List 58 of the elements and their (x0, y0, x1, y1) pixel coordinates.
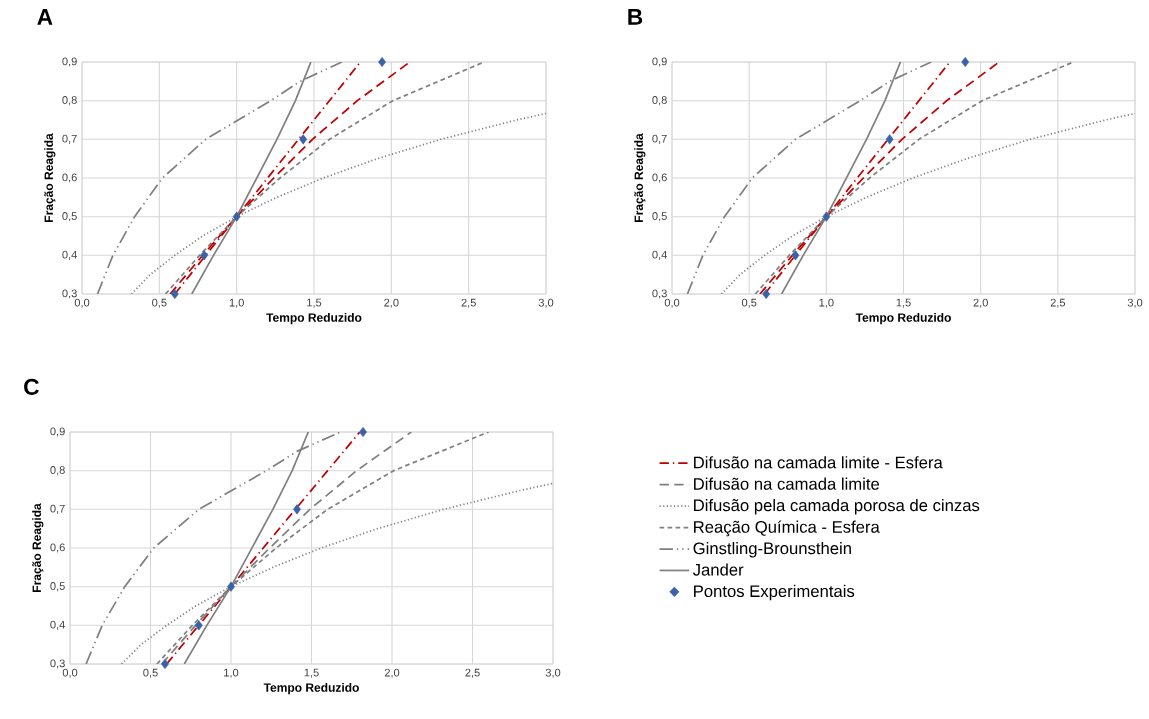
legend-label: Ginstling-Brounsthein (693, 541, 851, 558)
x-tick-label: 2,0 (384, 298, 399, 308)
x-tick-label: 1,0 (229, 298, 244, 308)
x-tick-label: 0,5 (741, 298, 757, 308)
x-tick-label: 2,5 (465, 668, 480, 678)
x-tick-label: 0,0 (664, 298, 680, 308)
y-tick-label: 0,4 (50, 620, 65, 630)
y-tick-label: 0,9 (652, 57, 667, 67)
y-tick-label: 0,7 (50, 504, 65, 514)
legend-label: Difusão pela camada porosa de cinzas (694, 498, 980, 515)
x-tick-label: 1,5 (896, 298, 911, 308)
chart-title: C (24, 378, 39, 395)
y-axis-title: Fração Reagida (32, 503, 44, 592)
x-tick-label: 0,5 (152, 298, 167, 308)
y-tick-label: 0,6 (652, 173, 667, 183)
y-tick-label: 0,8 (50, 466, 65, 476)
legend-label: Difusão na camada limite - Esfera (694, 456, 943, 469)
y-tick-label: 0,9 (50, 427, 65, 437)
y-tick-label: 0,3 (50, 659, 65, 669)
x-tick-label: 3,0 (545, 668, 561, 678)
y-tick-label: 0,5 (62, 212, 77, 222)
x-tick-label: 2,0 (384, 668, 400, 678)
y-tick-label: 0,3 (62, 289, 77, 299)
x-tick-label: 0,5 (143, 668, 158, 678)
x-axis-title: Tempo Reduzido (263, 683, 359, 695)
y-tick-label: 0,9 (62, 57, 77, 67)
y-tick-label: 0,6 (50, 543, 65, 553)
x-tick-label: 3,0 (1127, 298, 1143, 308)
x-tick-label: 3,0 (538, 298, 554, 308)
x-tick-label: 0,0 (74, 298, 90, 308)
y-tick-label: 0,7 (652, 134, 667, 144)
legend-label: Pontos Experimentais (694, 584, 855, 601)
x-axis-title: Tempo Reduzido (855, 313, 951, 325)
x-tick-label: 2,0 (973, 298, 988, 308)
legend-label: Jander (692, 563, 744, 576)
y-tick-label: 0,8 (62, 96, 77, 106)
y-tick-label: 0,4 (62, 250, 77, 260)
x-axis-title: Tempo Reduzido (266, 313, 362, 325)
y-tick-label: 0,6 (62, 173, 77, 183)
y-axis-title: Fração Reagida (44, 133, 56, 222)
x-tick-label: 2,5 (461, 298, 476, 308)
chart-title: B (628, 9, 643, 25)
x-tick-label: 1,5 (307, 298, 322, 308)
y-tick-label: 0,4 (652, 250, 667, 260)
y-tick-label: 0,5 (652, 212, 667, 222)
chart-title: A (37, 9, 53, 25)
y-tick-label: 0,7 (62, 134, 77, 144)
legend-label: Reação Química - Esfera (694, 520, 880, 537)
x-tick-label: 1,0 (819, 298, 834, 308)
x-tick-label: 0,0 (62, 668, 78, 678)
y-tick-label: 0,3 (652, 289, 667, 299)
y-tick-label: 0,8 (652, 96, 667, 106)
y-axis-title: Fração Reagida (634, 133, 646, 222)
x-tick-label: 1,0 (224, 668, 239, 678)
x-tick-label: 1,5 (304, 668, 319, 678)
x-tick-label: 2,5 (1050, 298, 1066, 308)
legend-label: Difusão na camada limite (694, 477, 880, 490)
y-tick-label: 0,5 (50, 582, 65, 592)
